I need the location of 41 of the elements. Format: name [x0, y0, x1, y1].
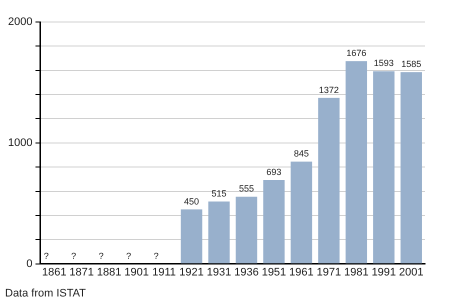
text: Data from ISTAT	[5, 288, 86, 300]
x-tick-label: 1961	[289, 266, 314, 278]
data-label: 1676	[346, 48, 366, 58]
x-tick-label: 1936	[234, 266, 259, 278]
text: ?	[71, 250, 76, 261]
x-tick-label: 1901	[124, 266, 149, 278]
data-label: 555	[238, 184, 254, 194]
x-tick-label: 1931	[206, 266, 232, 278]
data-label: 1593	[374, 58, 394, 68]
x-tick-label: 1971	[316, 266, 342, 278]
bar	[180, 209, 202, 264]
bar	[373, 71, 395, 264]
x-tick-label: 1951	[262, 266, 286, 278]
y-tick-label: 2000	[8, 16, 32, 28]
data-label: 1585	[401, 59, 422, 70]
bar	[236, 196, 258, 264]
x-tick-label: 1921	[179, 266, 204, 278]
text: ?	[154, 250, 159, 261]
bar	[318, 98, 340, 264]
x-tick-label: 1991	[372, 266, 396, 278]
text: ?	[98, 250, 104, 261]
data-label: 845	[294, 148, 309, 159]
x-tick-label: 1981	[344, 266, 369, 278]
bar	[208, 202, 230, 264]
text: ?	[44, 250, 49, 261]
data-label: 450	[184, 196, 200, 206]
x-tick-label: 2001	[399, 266, 424, 278]
bar	[346, 61, 368, 264]
x-tick-label: 1911	[152, 266, 176, 278]
text: ?	[126, 250, 132, 261]
x-tick-label: 1871	[69, 266, 94, 278]
x-tick-label: 1881	[96, 266, 122, 278]
data-label: 693	[266, 167, 282, 177]
data-label: 1372	[318, 84, 339, 95]
data-label: 515	[211, 188, 227, 199]
x-tick-label: 1861	[42, 266, 66, 278]
bar	[263, 180, 285, 264]
y-tick-label: 0	[26, 258, 32, 270]
y-tick-label: 1000	[8, 136, 32, 149]
bar	[400, 72, 422, 264]
bar	[290, 162, 312, 264]
